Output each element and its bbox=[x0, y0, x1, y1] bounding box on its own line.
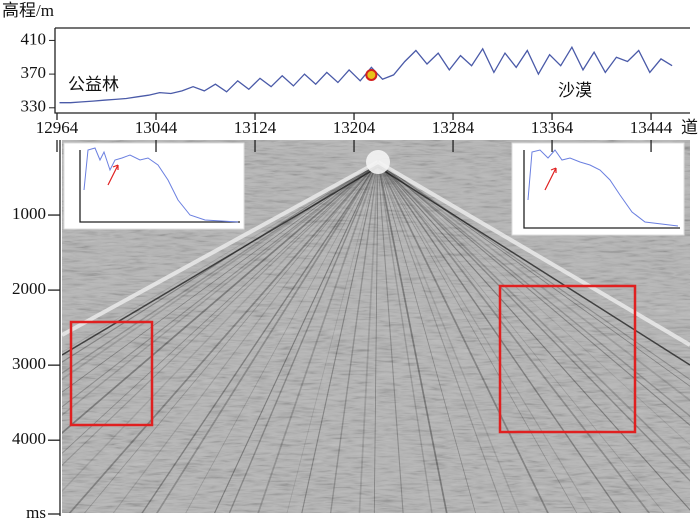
wave-ray bbox=[185, 161, 379, 513]
wave-ray bbox=[377, 161, 665, 513]
y-tick-label: 3000 bbox=[12, 354, 46, 373]
wave-ray bbox=[377, 161, 448, 513]
axis-line bbox=[54, 27, 690, 114]
wave-ray bbox=[377, 161, 404, 513]
wave-ray bbox=[377, 161, 549, 513]
annotation: 公益林 bbox=[68, 75, 119, 94]
wave-ray bbox=[377, 161, 593, 513]
wave-ray bbox=[257, 161, 379, 513]
wave-ray bbox=[62, 161, 379, 353]
y-tick-label: 370 bbox=[21, 63, 47, 82]
wave-ray bbox=[62, 161, 379, 416]
wave-ray bbox=[377, 161, 433, 513]
y-tick-label: 330 bbox=[21, 97, 47, 116]
wave-ray bbox=[155, 161, 379, 513]
wave-ray bbox=[373, 161, 379, 513]
elevation-panel: 高程/m 330 370 410 公益林 沙漠 bbox=[2, 1, 690, 116]
y-axis-title: 高程/m bbox=[2, 1, 54, 20]
wave-ray bbox=[301, 161, 379, 513]
wave-ray bbox=[377, 161, 690, 387]
wave-ray bbox=[377, 161, 505, 513]
wave-ray bbox=[377, 161, 690, 511]
y-tick-label: 4000 bbox=[12, 429, 46, 448]
wave-ray bbox=[62, 161, 379, 381]
x-tick-label: 13124 bbox=[234, 118, 277, 137]
first-arrival bbox=[376, 160, 690, 347]
wave-ray bbox=[377, 161, 690, 446]
wave-ray bbox=[62, 161, 379, 374]
first-arrival bbox=[62, 166, 379, 356]
x-tick-label: 13204 bbox=[333, 118, 376, 137]
wave-ray bbox=[62, 161, 379, 466]
y-tick-label: 1000 bbox=[12, 204, 46, 223]
wave-ray bbox=[68, 161, 379, 513]
x-tick-label: 13364 bbox=[531, 118, 574, 137]
wave-ray bbox=[286, 161, 379, 513]
spectrum-inset bbox=[63, 142, 245, 230]
shot-marker bbox=[365, 68, 378, 81]
wave-ray bbox=[213, 161, 379, 513]
wave-ray bbox=[377, 161, 690, 469]
wave-ray bbox=[62, 161, 379, 408]
wave-ray bbox=[377, 161, 651, 513]
seismic-panel: 12964 13044 13124 13204 13284 13364 13444 道 1000… bbox=[12, 113, 698, 522]
wave-ray bbox=[62, 161, 379, 493]
x-tick-label: 13444 bbox=[630, 118, 673, 137]
x-tick-label: 12964 bbox=[36, 118, 79, 137]
wave-ray bbox=[62, 161, 379, 434]
highlight-box bbox=[69, 320, 154, 427]
source-glow bbox=[366, 150, 390, 174]
wave-ray bbox=[84, 161, 379, 513]
wave-ray bbox=[228, 161, 379, 513]
wave-ray bbox=[377, 161, 622, 513]
wave-ray bbox=[62, 161, 379, 363]
first-arrival bbox=[62, 160, 379, 337]
y-tick-label: 410 bbox=[21, 29, 47, 48]
annotation: 沙漠 bbox=[558, 81, 592, 100]
wave-rays bbox=[62, 150, 690, 513]
wave-ray bbox=[377, 161, 690, 426]
wave-ray bbox=[377, 161, 690, 402]
x-unit: 道 bbox=[681, 118, 698, 137]
y-unit: ms bbox=[26, 503, 46, 522]
first-arrival bbox=[377, 166, 690, 366]
wave-ray bbox=[329, 161, 379, 513]
wave-ray bbox=[62, 161, 379, 393]
wave-ray bbox=[62, 161, 379, 454]
wave-ray bbox=[112, 161, 379, 513]
highlight-box bbox=[498, 284, 637, 434]
wave-ray bbox=[377, 161, 476, 513]
wave-ray bbox=[377, 161, 690, 482]
wave-ray bbox=[358, 161, 379, 513]
wave-ray bbox=[377, 161, 578, 513]
wave-ray bbox=[377, 161, 690, 418]
x-tick-label: 13284 bbox=[432, 118, 475, 137]
y-tick-label: 2000 bbox=[12, 279, 46, 298]
x-tick-label: 13044 bbox=[135, 118, 178, 137]
wave-ray bbox=[377, 161, 520, 513]
wave-ray bbox=[141, 161, 379, 513]
spectrum-inset bbox=[511, 142, 685, 236]
